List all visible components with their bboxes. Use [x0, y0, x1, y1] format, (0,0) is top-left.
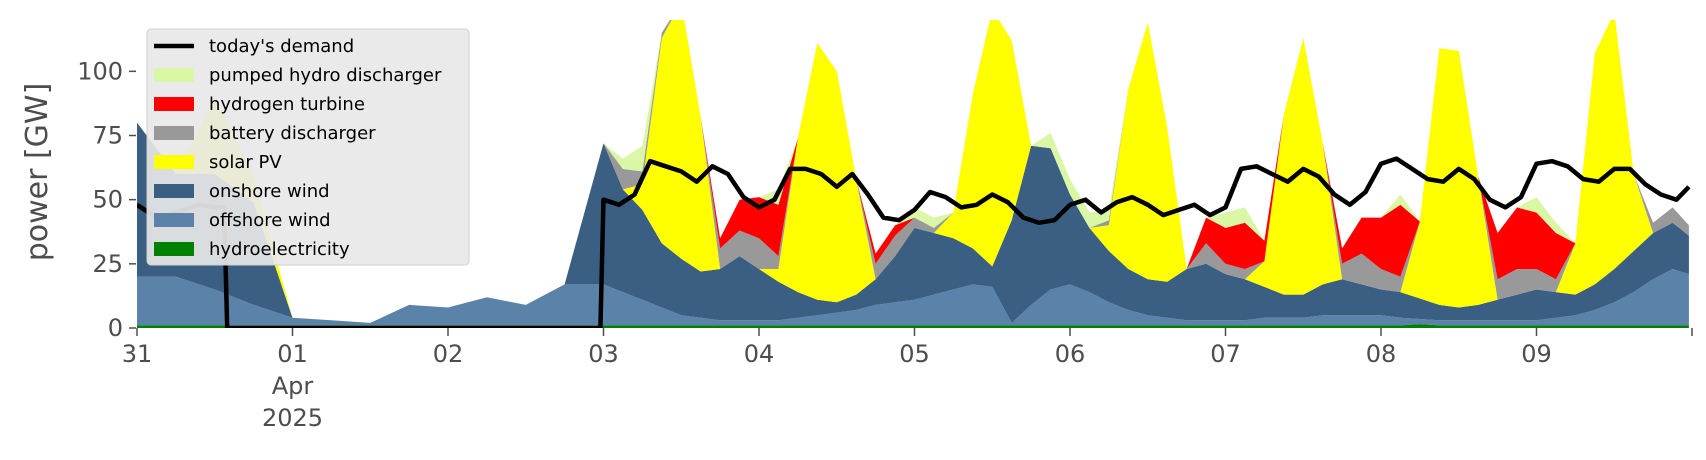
legend-swatch	[154, 213, 194, 227]
legend-label: pumped hydro discharger	[209, 65, 442, 86]
legend-item-pumped-hydro-discharger: pumped hydro discharger	[154, 65, 442, 86]
legend-item-hydroelectricity: hydroelectricity	[154, 239, 350, 260]
legend-label: today's demand	[209, 36, 354, 57]
x-tick-label: 07	[1210, 340, 1241, 368]
area-solar-pv	[137, 20, 1689, 323]
y-tick-label: 50	[92, 186, 123, 214]
legend-swatch	[154, 68, 194, 82]
legend-swatch	[154, 97, 194, 111]
legend-item-solar-pv: solar PV	[154, 152, 282, 173]
x-tick-label: 04	[744, 340, 775, 368]
y-tick-label: 75	[92, 122, 123, 150]
area-offshore-wind	[137, 269, 1689, 326]
legend-label: battery discharger	[209, 123, 376, 144]
x-tick-label: 05	[899, 340, 930, 368]
legend-swatch	[154, 126, 194, 140]
area-onshore-wind	[137, 122, 1689, 323]
legend-item-offshore-wind: offshore wind	[154, 210, 331, 231]
legend-item-today-s-demand: today's demand	[154, 36, 354, 57]
legend-label: onshore wind	[209, 181, 330, 202]
legend-item-onshore-wind: onshore wind	[154, 181, 330, 202]
x-tick-label: 03	[588, 340, 619, 368]
y-tick-label: 25	[92, 250, 123, 278]
legend-label: offshore wind	[209, 210, 331, 231]
legend-item-hydrogen-turbine: hydrogen turbine	[154, 94, 365, 115]
legend: today's demand pumped hydro discharger hyd…	[146, 28, 470, 266]
x-tick-label: 02	[433, 340, 464, 368]
x-tick-label: 08	[1366, 340, 1397, 368]
line-demand	[137, 156, 1691, 328]
y-tick-label: 0	[108, 314, 123, 342]
plot-area	[137, 20, 1691, 328]
legend-box	[146, 28, 470, 266]
y-tick-label: 100	[77, 57, 123, 85]
x-tick-label: 01 Apr 2025	[262, 340, 323, 432]
y-axis-label: power [GW]	[20, 83, 55, 262]
legend-label: hydrogen turbine	[209, 94, 365, 115]
legend-swatch	[154, 242, 194, 256]
x-tick-label: 31	[122, 340, 153, 368]
legend-label: hydroelectricity	[209, 239, 350, 260]
legend-label: solar PV	[209, 152, 282, 173]
legend-item-battery-discharger: battery discharger	[154, 123, 376, 144]
legend-swatch	[154, 184, 194, 198]
x-tick-label: 09	[1521, 340, 1552, 368]
axes: power [GW] 0 25 50 75 100 31 01 Apr 2025 02 03 04 05…	[20, 57, 1693, 432]
x-tick-label: 06	[1055, 340, 1086, 368]
legend-swatch	[154, 155, 194, 169]
